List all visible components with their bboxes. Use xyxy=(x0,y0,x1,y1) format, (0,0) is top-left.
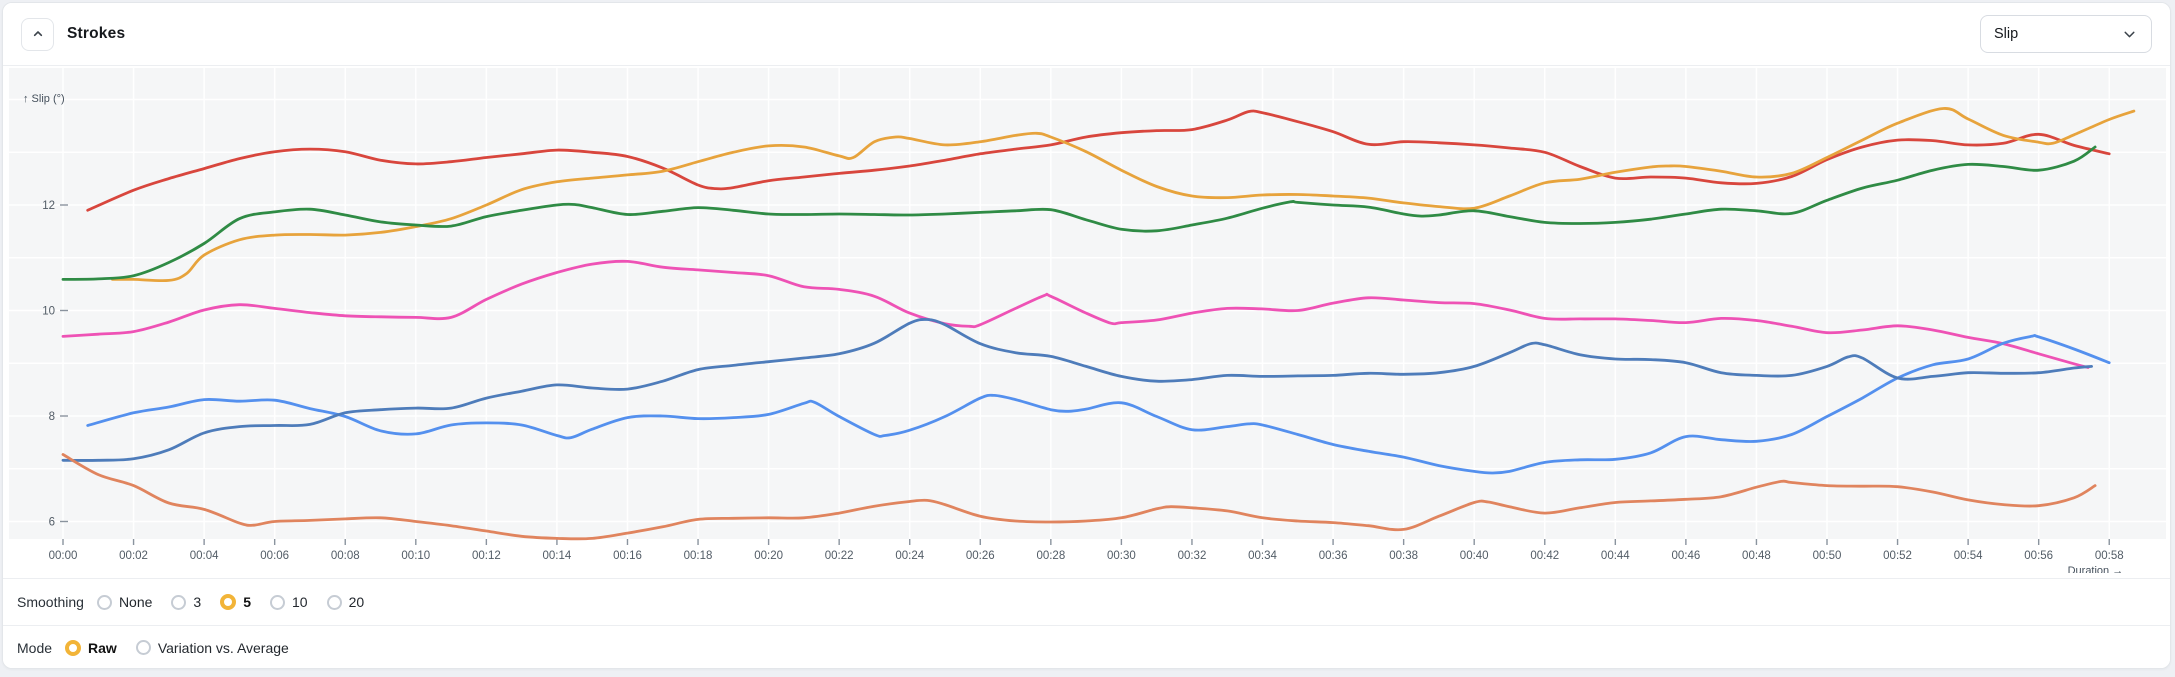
x-tick-label: 00:36 xyxy=(1319,550,1348,562)
radio-icon xyxy=(96,594,112,610)
x-tick-label: 00:28 xyxy=(1036,550,1065,562)
metric-select-value: Slip xyxy=(1994,26,2019,42)
x-tick-label: 00:38 xyxy=(1389,550,1418,562)
smoothing-option-3[interactable]: 3 xyxy=(171,594,201,610)
smoothing-option-20[interactable]: 20 xyxy=(326,594,365,610)
x-tick-label: 00:56 xyxy=(2024,550,2053,562)
chevron-up-icon xyxy=(30,26,46,42)
x-tick-label: 00:06 xyxy=(260,550,289,562)
radio-label: 10 xyxy=(292,594,308,610)
panel-title: Strokes xyxy=(67,25,126,42)
x-tick-label: 00:10 xyxy=(401,550,430,562)
radio-label: 3 xyxy=(193,594,202,610)
y-tick-label: 6 xyxy=(49,517,55,529)
y-tick-label: 10 xyxy=(42,306,55,318)
x-tick-label: 00:46 xyxy=(1671,550,1700,562)
chart-area: 6 8 10 12 00:00 00:02 00:04 00:06 00:08 00:10 00:1… xyxy=(3,66,2170,578)
chevron-down-icon xyxy=(2121,26,2138,43)
radio-icon xyxy=(171,594,187,610)
y-tick-label: 12 xyxy=(42,200,55,212)
x-tick-label: 00:52 xyxy=(1883,550,1912,562)
x-tick-label: 00:54 xyxy=(1954,550,1983,562)
metric-select-dropdown[interactable]: Slip xyxy=(1980,15,2152,53)
x-tick-label: 00:50 xyxy=(1813,550,1842,562)
series-line-red xyxy=(86,109,2111,212)
x-tick-label: 00:48 xyxy=(1742,550,1771,562)
radio-icon xyxy=(65,639,82,656)
radio-icon xyxy=(135,640,151,655)
x-tick-label: 00:42 xyxy=(1530,550,1559,562)
radio-label: Raw xyxy=(88,639,117,656)
y-tick-label: 8 xyxy=(49,411,55,423)
x-tick-label: 00:26 xyxy=(966,550,995,562)
x-tick-label: 00:02 xyxy=(119,550,148,562)
x-tick-label: 00:58 xyxy=(2095,550,2124,562)
x-tick-label: 00:04 xyxy=(190,550,219,562)
x-tick-label: 00:30 xyxy=(1107,550,1136,562)
smoothing-option-5[interactable]: 5 xyxy=(220,594,251,610)
series-line-magenta xyxy=(61,259,2090,369)
series-line-blue xyxy=(86,334,2111,475)
x-tick-label: 00:34 xyxy=(1248,550,1277,562)
mode-control: Mode Raw Variation vs. Average xyxy=(3,625,2170,668)
series-line-green xyxy=(61,145,2097,281)
smoothing-option-none[interactable]: None xyxy=(96,594,153,610)
x-tick-label: 00:00 xyxy=(49,550,78,562)
radio-icon xyxy=(326,594,342,610)
x-tick-label: 00:40 xyxy=(1460,550,1489,562)
radio-label: 20 xyxy=(348,594,365,610)
radio-label: Variation vs. Average xyxy=(157,639,289,656)
radio-label: 5 xyxy=(243,594,251,610)
x-tick-label: 00:12 xyxy=(472,550,501,562)
radio-icon xyxy=(270,594,285,610)
series-line-steel-blue xyxy=(61,317,2093,462)
radio-icon xyxy=(220,594,237,610)
x-tick-label: 00:14 xyxy=(543,550,572,562)
x-tick-label: 00:20 xyxy=(754,550,783,562)
mode-label: Mode xyxy=(17,639,53,656)
x-tick-label: 00:24 xyxy=(895,550,924,562)
series-line-salmon xyxy=(61,453,2097,541)
smoothing-option-10[interactable]: 10 xyxy=(270,594,308,610)
x-tick-label: 00:16 xyxy=(613,550,642,562)
radio-label: None xyxy=(118,594,153,610)
x-tick-label: 00:32 xyxy=(1178,550,1207,562)
y-axis-title: ↑ Slip (°) xyxy=(23,93,65,105)
mode-option-variation[interactable]: Variation vs. Average xyxy=(135,639,289,656)
x-tick-label: 00:44 xyxy=(1601,550,1630,562)
collapse-panel-button[interactable] xyxy=(21,17,54,51)
smoothing-label: Smoothing xyxy=(17,594,84,610)
plot-background xyxy=(9,68,2166,539)
mode-option-raw[interactable]: Raw xyxy=(65,639,117,656)
x-tick-label: 00:08 xyxy=(331,550,360,562)
series-line-amber xyxy=(110,107,2136,283)
x-tick-label: 00:18 xyxy=(684,550,713,562)
smoothing-control: Smoothing None 3 5 10 20 xyxy=(3,578,2170,625)
x-axis-title: Duration → xyxy=(2068,565,2124,573)
panel-header: Strokes Slip xyxy=(3,3,2170,66)
strokes-chart-svg: 6 8 10 12 00:00 00:02 00:04 00:06 00:08 00:10 00:1… xyxy=(9,68,2166,573)
x-tick-label: 00:22 xyxy=(825,550,854,562)
